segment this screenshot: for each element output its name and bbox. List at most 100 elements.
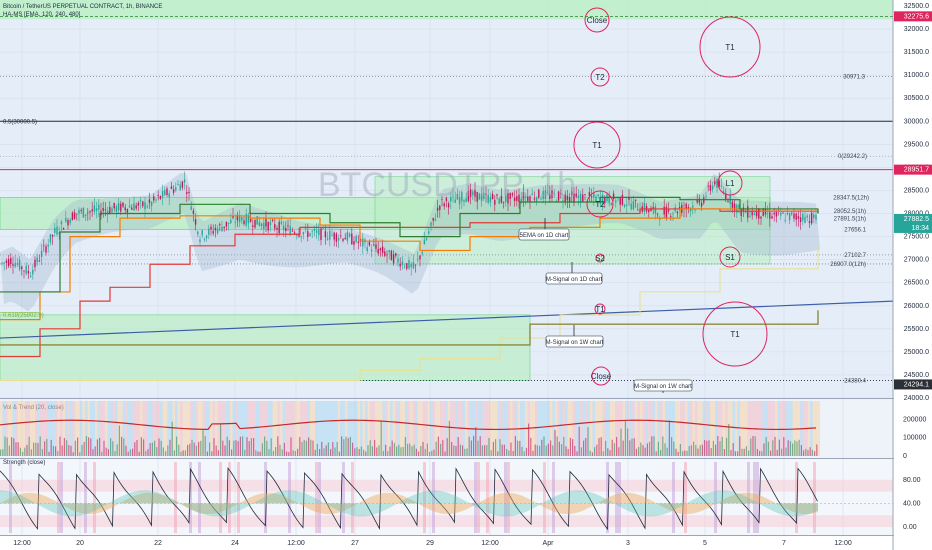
volume-bar	[563, 436, 565, 456]
volume-bg-bar	[157, 401, 161, 456]
volume-bar	[77, 437, 79, 456]
volume-bar	[772, 440, 774, 456]
volume-bg-bar	[605, 401, 608, 456]
volume-bg-bar	[40, 401, 43, 456]
candle-body	[388, 250, 390, 253]
candle-body	[190, 206, 192, 210]
annotation-msignal-1d: M-Signal on 1D chart	[545, 262, 603, 285]
candle-body	[115, 206, 118, 212]
callout-label: M-Signal on 1W chart	[634, 384, 692, 390]
volume-bar	[589, 450, 591, 456]
level-label: 28347.5(12h)	[833, 196, 869, 202]
volume-bar	[767, 441, 769, 456]
candle-body	[243, 220, 245, 224]
volume-bar	[624, 420, 626, 456]
volume-bar	[402, 446, 404, 456]
volume-bar	[374, 439, 376, 456]
candle-body	[133, 203, 135, 211]
volume-bg-bar	[642, 401, 646, 456]
time-tick-label: 12:00	[287, 540, 305, 547]
candle-body	[813, 214, 815, 219]
candle-body	[150, 202, 153, 206]
candle-body	[326, 238, 329, 240]
volume-bg-bar	[410, 401, 413, 456]
volume-bar	[233, 440, 235, 456]
volume-bar	[182, 450, 184, 456]
candle-body	[395, 253, 397, 256]
price-tick-label: 31500.0	[904, 49, 929, 56]
price-tick-label: 30500.0	[904, 95, 929, 102]
candle-body	[93, 205, 96, 212]
volume-bar	[651, 436, 653, 456]
candle-body	[109, 207, 111, 214]
volume-bg-bar	[125, 401, 128, 456]
strength-highlight	[351, 462, 354, 533]
volume-bar	[794, 440, 796, 456]
volume-bar	[189, 443, 191, 456]
volume-bg-bar	[695, 401, 698, 456]
volume-bar	[204, 436, 206, 456]
volume-bar	[523, 451, 525, 456]
fib-line	[0, 310, 41, 314]
candle-body	[476, 191, 478, 202]
candle-body	[597, 194, 599, 197]
volume-bg-bar	[70, 401, 73, 456]
candle-body	[56, 226, 58, 235]
candle-body	[7, 259, 10, 267]
volume-bar	[123, 438, 125, 456]
candle-body	[71, 212, 74, 221]
candle-body	[775, 210, 778, 217]
candle-body	[698, 198, 701, 203]
candle-body	[258, 221, 261, 226]
candle-body	[733, 203, 736, 211]
candle-body	[551, 190, 553, 198]
volume-bar	[741, 448, 743, 456]
candle-body	[487, 194, 489, 203]
volume-bar	[112, 441, 114, 456]
volume-bg-bar	[50, 401, 53, 456]
candle-body	[443, 203, 445, 207]
volume-bar	[319, 448, 321, 456]
candle-body	[753, 213, 756, 216]
volume-bar	[671, 437, 673, 456]
volume-bar	[261, 443, 263, 456]
level-label: 27891.5(1h)	[834, 217, 866, 223]
volume-bar	[136, 440, 138, 456]
price-tick-label: 24500.0	[904, 372, 929, 379]
volume-bg-bar	[62, 401, 66, 456]
volume-bar	[420, 446, 422, 456]
candle-body	[192, 210, 195, 214]
volume-bar	[451, 442, 453, 456]
volume-bg-bar	[477, 401, 481, 456]
volume-bar	[336, 441, 338, 456]
volume-bar	[763, 443, 765, 456]
candle-body	[692, 205, 694, 208]
candle-body	[700, 202, 703, 207]
volume-bg-bar	[685, 401, 688, 456]
volume-bar	[312, 440, 314, 456]
candle-body	[263, 222, 265, 230]
volume-bar	[567, 448, 569, 456]
volume-bar	[787, 440, 789, 456]
volume-bg-bar	[417, 401, 421, 456]
volume-bar	[539, 445, 541, 456]
price-tick-label: 25500.0	[904, 326, 929, 333]
candle-body	[685, 203, 687, 210]
s1-circle-label: S1	[725, 253, 735, 262]
price-tick-label: 26000.0	[904, 303, 929, 310]
volume-bg-bar	[352, 401, 356, 456]
volume-bar	[33, 442, 35, 456]
volume-bar	[468, 436, 470, 456]
candle-body	[122, 202, 124, 207]
volume-bar	[506, 448, 508, 456]
volume-bar	[543, 436, 545, 456]
volume-bg-bar	[422, 401, 426, 456]
volume-bar	[74, 440, 76, 456]
strength-highlight	[93, 462, 96, 533]
candle-body	[126, 208, 129, 213]
candle-body	[454, 199, 456, 203]
volume-bg-bar	[782, 401, 786, 456]
volume-bg-bar	[362, 401, 366, 456]
